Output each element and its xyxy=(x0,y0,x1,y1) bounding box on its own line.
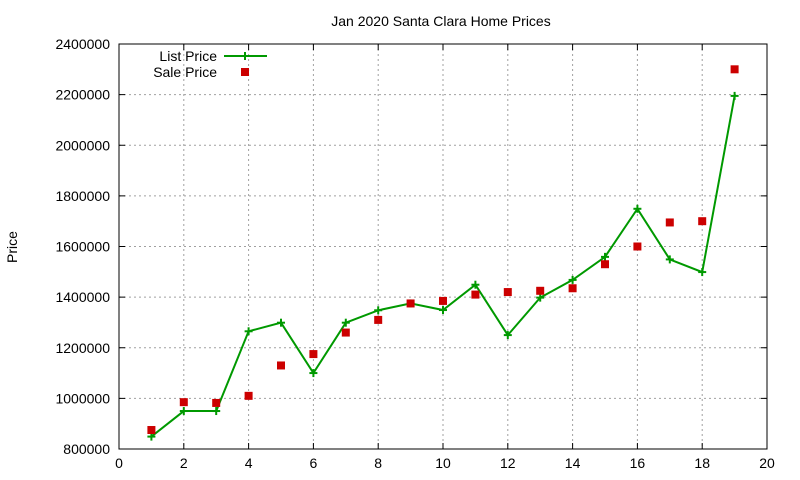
data-point-sale-price xyxy=(633,242,642,251)
data-point-list-price xyxy=(212,407,221,416)
y-tick-label: 1200000 xyxy=(55,340,110,356)
data-point-list-price xyxy=(536,293,545,302)
y-tick-label: 1800000 xyxy=(55,188,110,204)
y-tick-label: 1000000 xyxy=(55,390,110,406)
data-point-sale-price xyxy=(698,217,707,226)
y-tick-label: 1400000 xyxy=(55,289,110,305)
series-1 xyxy=(147,65,739,435)
chart-title: Jan 2020 Santa Clara Home Prices xyxy=(331,13,550,29)
data-point-sale-price xyxy=(341,328,350,337)
data-point-list-price xyxy=(179,407,188,416)
y-tick-label: 2400000 xyxy=(55,36,110,52)
grid-layer xyxy=(119,44,767,449)
legend: List Price Sale Price xyxy=(153,48,267,80)
data-point-sale-price xyxy=(439,296,447,305)
data-point-sale-price xyxy=(503,288,512,297)
data-point-sale-price xyxy=(730,65,739,74)
data-point-sale-price xyxy=(147,426,156,435)
data-point-sale-price xyxy=(665,218,674,227)
data-point-sale-price xyxy=(277,361,285,370)
data-point-sale-price xyxy=(212,398,221,407)
y-tick-label: 2000000 xyxy=(55,137,110,153)
data-point-list-price xyxy=(698,268,707,277)
data-point-list-price xyxy=(277,318,285,327)
data-point-sale-price xyxy=(309,350,318,359)
x-tick-label: 6 xyxy=(310,455,318,471)
x-tick-label: 8 xyxy=(374,455,382,471)
ticks-layer: 0 2 4 6 8 10 12 14 16 18 20 800000 1000000 1200000 140… xyxy=(55,36,775,471)
data-point-sale-price xyxy=(471,290,480,299)
x-tick-label: 16 xyxy=(630,455,646,471)
legend-marker-sale-price xyxy=(241,68,249,76)
x-tick-label: 18 xyxy=(694,455,710,471)
data-point-list-price xyxy=(244,327,253,336)
x-tick-label: 12 xyxy=(500,455,516,471)
series-layer xyxy=(147,65,739,441)
data-point-list-price xyxy=(730,91,739,100)
x-tick-label: 20 xyxy=(759,455,775,471)
data-point-list-price xyxy=(601,252,609,261)
y-tick-label: 800000 xyxy=(63,441,110,457)
y-axis-label: Price xyxy=(4,231,20,263)
y-tick-label: 1600000 xyxy=(55,239,110,255)
data-point-sale-price xyxy=(568,284,577,293)
data-point-list-price xyxy=(665,255,674,264)
x-tick-label: 4 xyxy=(245,455,253,471)
data-point-sale-price xyxy=(179,398,188,407)
data-point-sale-price xyxy=(536,286,545,295)
x-tick-label: 2 xyxy=(180,455,188,471)
x-tick-label: 10 xyxy=(435,455,451,471)
y-tick-label: 2200000 xyxy=(55,87,110,103)
data-point-list-price xyxy=(633,204,642,213)
data-point-list-price xyxy=(341,318,350,327)
legend-marker-list-price xyxy=(241,52,249,60)
data-point-list-price xyxy=(568,275,577,284)
data-point-sale-price xyxy=(244,391,253,400)
legend-label-list-price: List Price xyxy=(159,48,217,64)
x-tick-label: 0 xyxy=(115,455,123,471)
data-point-list-price xyxy=(309,369,318,378)
legend-label-sale-price: Sale Price xyxy=(153,64,217,80)
data-point-sale-price xyxy=(601,260,609,269)
x-tick-label: 14 xyxy=(565,455,581,471)
data-point-list-price xyxy=(471,280,480,289)
data-point-list-price xyxy=(374,306,383,315)
data-point-sale-price xyxy=(374,315,383,324)
data-point-sale-price xyxy=(406,299,415,308)
data-point-list-price xyxy=(503,331,512,340)
data-point-list-price xyxy=(439,306,447,315)
